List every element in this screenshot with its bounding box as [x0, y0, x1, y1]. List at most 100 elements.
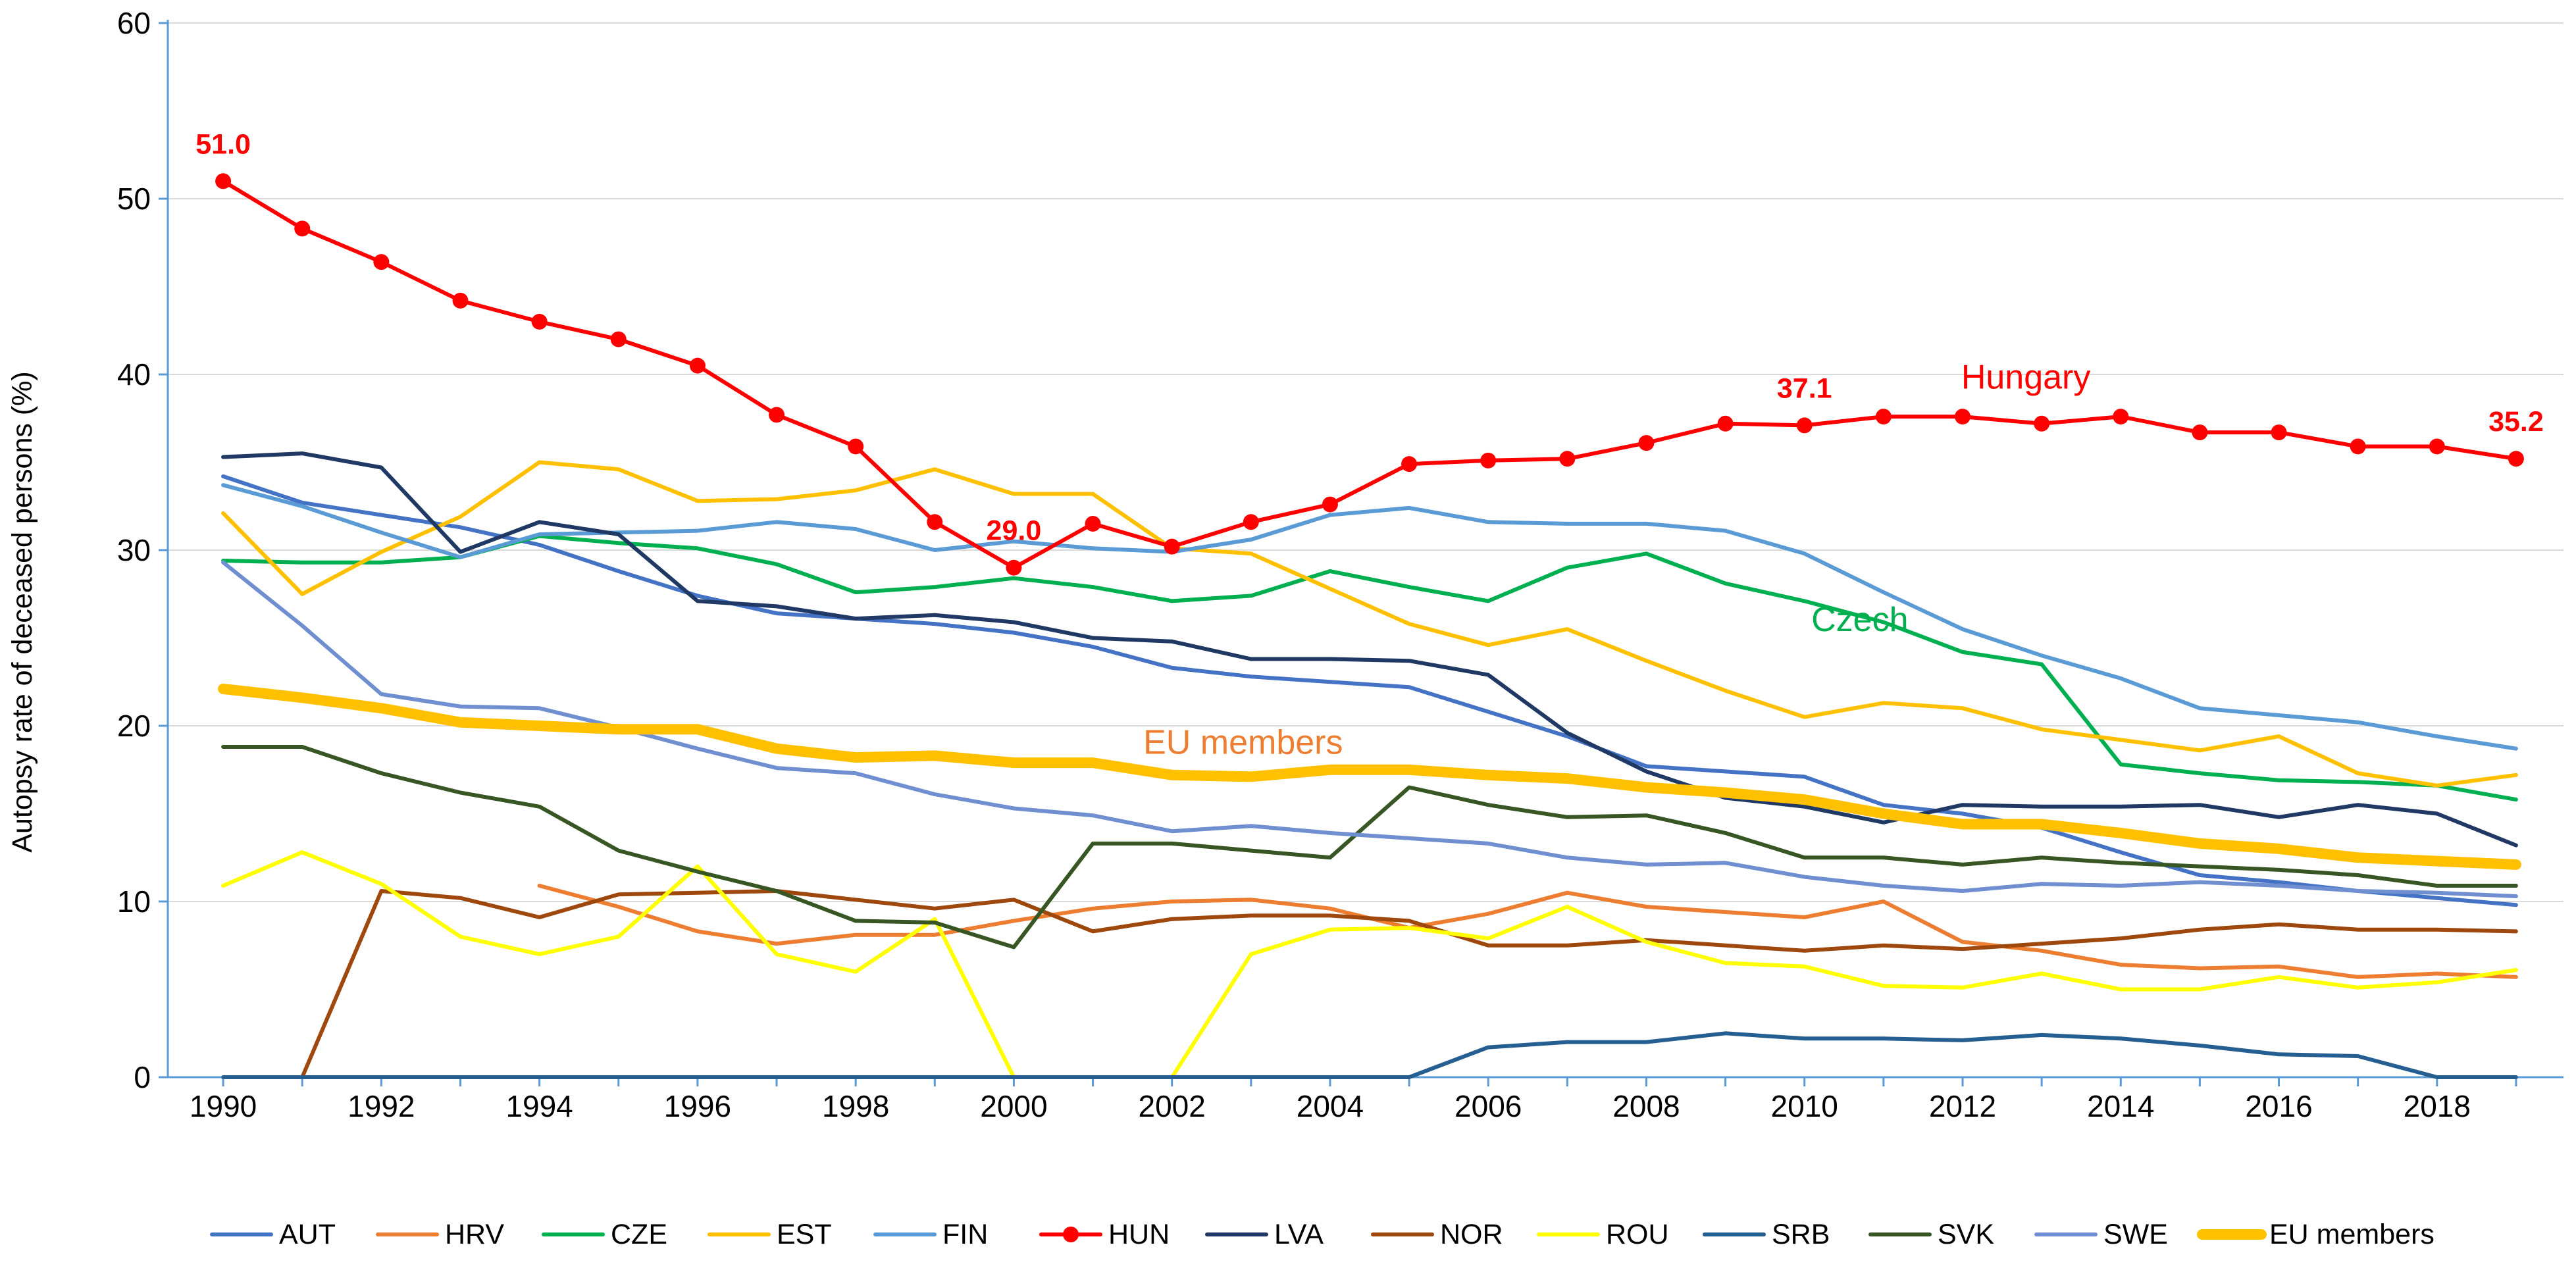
- data-label-hun-2000: 29.0: [987, 515, 1042, 547]
- hun-marker-1993: [452, 292, 469, 309]
- hun-marker-2009: [1717, 415, 1734, 432]
- y-tick-label-40: 40: [117, 357, 151, 392]
- series-line-lva: [221, 451, 2518, 848]
- series-line-hun: [221, 179, 2518, 570]
- hun-marker-2014: [2113, 409, 2129, 425]
- hun-marker-1991: [294, 220, 311, 237]
- series-svk: [221, 745, 2518, 950]
- y-tick-label-50: 50: [117, 182, 151, 216]
- legend-marker-hun: [1063, 1227, 1079, 1242]
- legend-label-hrv: HRV: [445, 1219, 504, 1250]
- series-line-cze: [221, 534, 2518, 802]
- hun-marker-2006: [1480, 452, 1497, 469]
- hun-marker-2011: [1875, 409, 1892, 425]
- x-tick-label-1998: 1998: [822, 1089, 889, 1123]
- hun-marker-2004: [1322, 496, 1338, 513]
- legend-label-lva: LVA: [1274, 1219, 1324, 1250]
- legend-label-aut: AUT: [279, 1219, 336, 1250]
- x-tick-label-1996: 1996: [664, 1089, 731, 1123]
- x-tick-label-2014: 2014: [2087, 1089, 2154, 1123]
- series-hrv: [537, 884, 2518, 979]
- series-line-rou-2: [1170, 905, 2518, 1079]
- series-cze: [221, 534, 2518, 802]
- series-eu-members: [218, 683, 2521, 870]
- data-label-hun-2010: 37.1: [1777, 372, 1832, 404]
- hun-marker-1996: [689, 357, 706, 374]
- legend-item-aut: AUT: [210, 1219, 336, 1250]
- x-tick-label-2010: 2010: [1771, 1089, 1838, 1123]
- series-rou: [221, 850, 2518, 1079]
- hun-marker-1995: [610, 331, 627, 347]
- legend-item-rou: ROU: [1537, 1219, 1669, 1250]
- y-axis-title: Autopsy rate of deceased persons (%): [7, 371, 38, 852]
- hun-marker-2003: [1243, 514, 1259, 530]
- series-line-nor: [300, 889, 2518, 1079]
- data-labels: 51.0 29.0 37.1 35.2 Hungary Czech EU members: [195, 128, 2544, 761]
- series-lva: [221, 451, 2518, 848]
- legend-label-est: EST: [777, 1219, 832, 1250]
- x-tick-label-2004: 2004: [1297, 1089, 1364, 1123]
- series-hun: [215, 173, 2524, 576]
- hun-marker-1998: [848, 438, 864, 455]
- legend-item-est: EST: [708, 1219, 832, 1250]
- hun-marker-1997: [769, 407, 785, 423]
- legend-item-fin: FIN: [873, 1219, 988, 1250]
- x-tick-label-2018: 2018: [2404, 1089, 2471, 1123]
- hun-marker-1999: [927, 514, 943, 530]
- legend-item-hrv: HRV: [376, 1219, 504, 1250]
- x-tick-label-1992: 1992: [348, 1089, 415, 1123]
- annotation-eu-members: EU members: [1143, 724, 1343, 762]
- series-srb: [221, 1031, 2518, 1079]
- series-aut: [221, 474, 2518, 907]
- legend-label-eu-members: EU members: [2269, 1219, 2434, 1250]
- x-tick-label-2016: 2016: [2245, 1089, 2312, 1123]
- legend-label-cze: CZE: [611, 1219, 667, 1250]
- x-tick-label-2006: 2006: [1455, 1089, 1522, 1123]
- hun-marker-1994: [531, 313, 548, 330]
- legend-item-srb: SRB: [1703, 1219, 1830, 1250]
- hun-marker-2005: [1401, 456, 1418, 472]
- legend-item-cze: CZE: [542, 1219, 667, 1250]
- data-label-hun-2019: 35.2: [2488, 406, 2544, 438]
- legend-item-hun: HUN: [1039, 1219, 1170, 1250]
- series-est: [221, 460, 2518, 788]
- legend-item-nor: NOR: [1371, 1219, 1503, 1250]
- series-line-aut: [221, 474, 2518, 907]
- hun-marker-2000: [1006, 559, 1022, 576]
- hun-marker-2016: [2271, 424, 2287, 441]
- hun-marker-2007: [1559, 451, 1576, 467]
- legend-label-svk: SVK: [1938, 1219, 1994, 1250]
- hun-marker-2002: [1164, 538, 1180, 555]
- legend-item-svk: SVK: [1868, 1219, 1994, 1250]
- hun-marker-2019: [2508, 451, 2524, 467]
- hun-marker-2015: [2192, 424, 2208, 441]
- series-line-srb: [221, 1031, 2518, 1079]
- series-line-rou-1: [221, 850, 1016, 1079]
- hun-marker-1992: [373, 254, 390, 270]
- legend-label-hun: HUN: [1108, 1219, 1170, 1250]
- y-tick-label-20: 20: [117, 709, 151, 743]
- legend-label-swe: SWE: [2103, 1219, 2168, 1250]
- y-tick-label-10: 10: [117, 884, 151, 919]
- hun-marker-2018: [2429, 438, 2445, 455]
- hun-marker-2008: [1638, 435, 1655, 451]
- y-tick-label-0: 0: [134, 1060, 151, 1094]
- series-line-eu-members: [218, 683, 2521, 870]
- hun-marker-2017: [2350, 438, 2366, 455]
- legend-item-eu-members: EU members: [2197, 1219, 2434, 1250]
- legend-item-swe: SWE: [2034, 1219, 2168, 1250]
- hun-marker-2010: [1796, 417, 1813, 434]
- legend-label-srb: SRB: [1772, 1219, 1830, 1250]
- x-tick-label-2000: 2000: [980, 1089, 1047, 1123]
- axes: 0 10 20 30 40 50 60 1990 1992 1994 1996 1998 2000 200…: [117, 6, 2563, 1123]
- legend: AUT HRV CZE EST FIN HUN LVA NOR ROU SRB SVK SWE EU m…: [210, 1219, 2434, 1250]
- legend-label-nor: NOR: [1440, 1219, 1503, 1250]
- data-label-hun-1990: 51.0: [195, 128, 251, 160]
- annotation-czech: Czech: [1811, 601, 1908, 639]
- x-tick-label-2012: 2012: [1929, 1089, 1996, 1123]
- legend-item-lva: LVA: [1205, 1219, 1324, 1250]
- series-line-hrv: [537, 884, 2518, 979]
- legend-label-rou: ROU: [1606, 1219, 1669, 1250]
